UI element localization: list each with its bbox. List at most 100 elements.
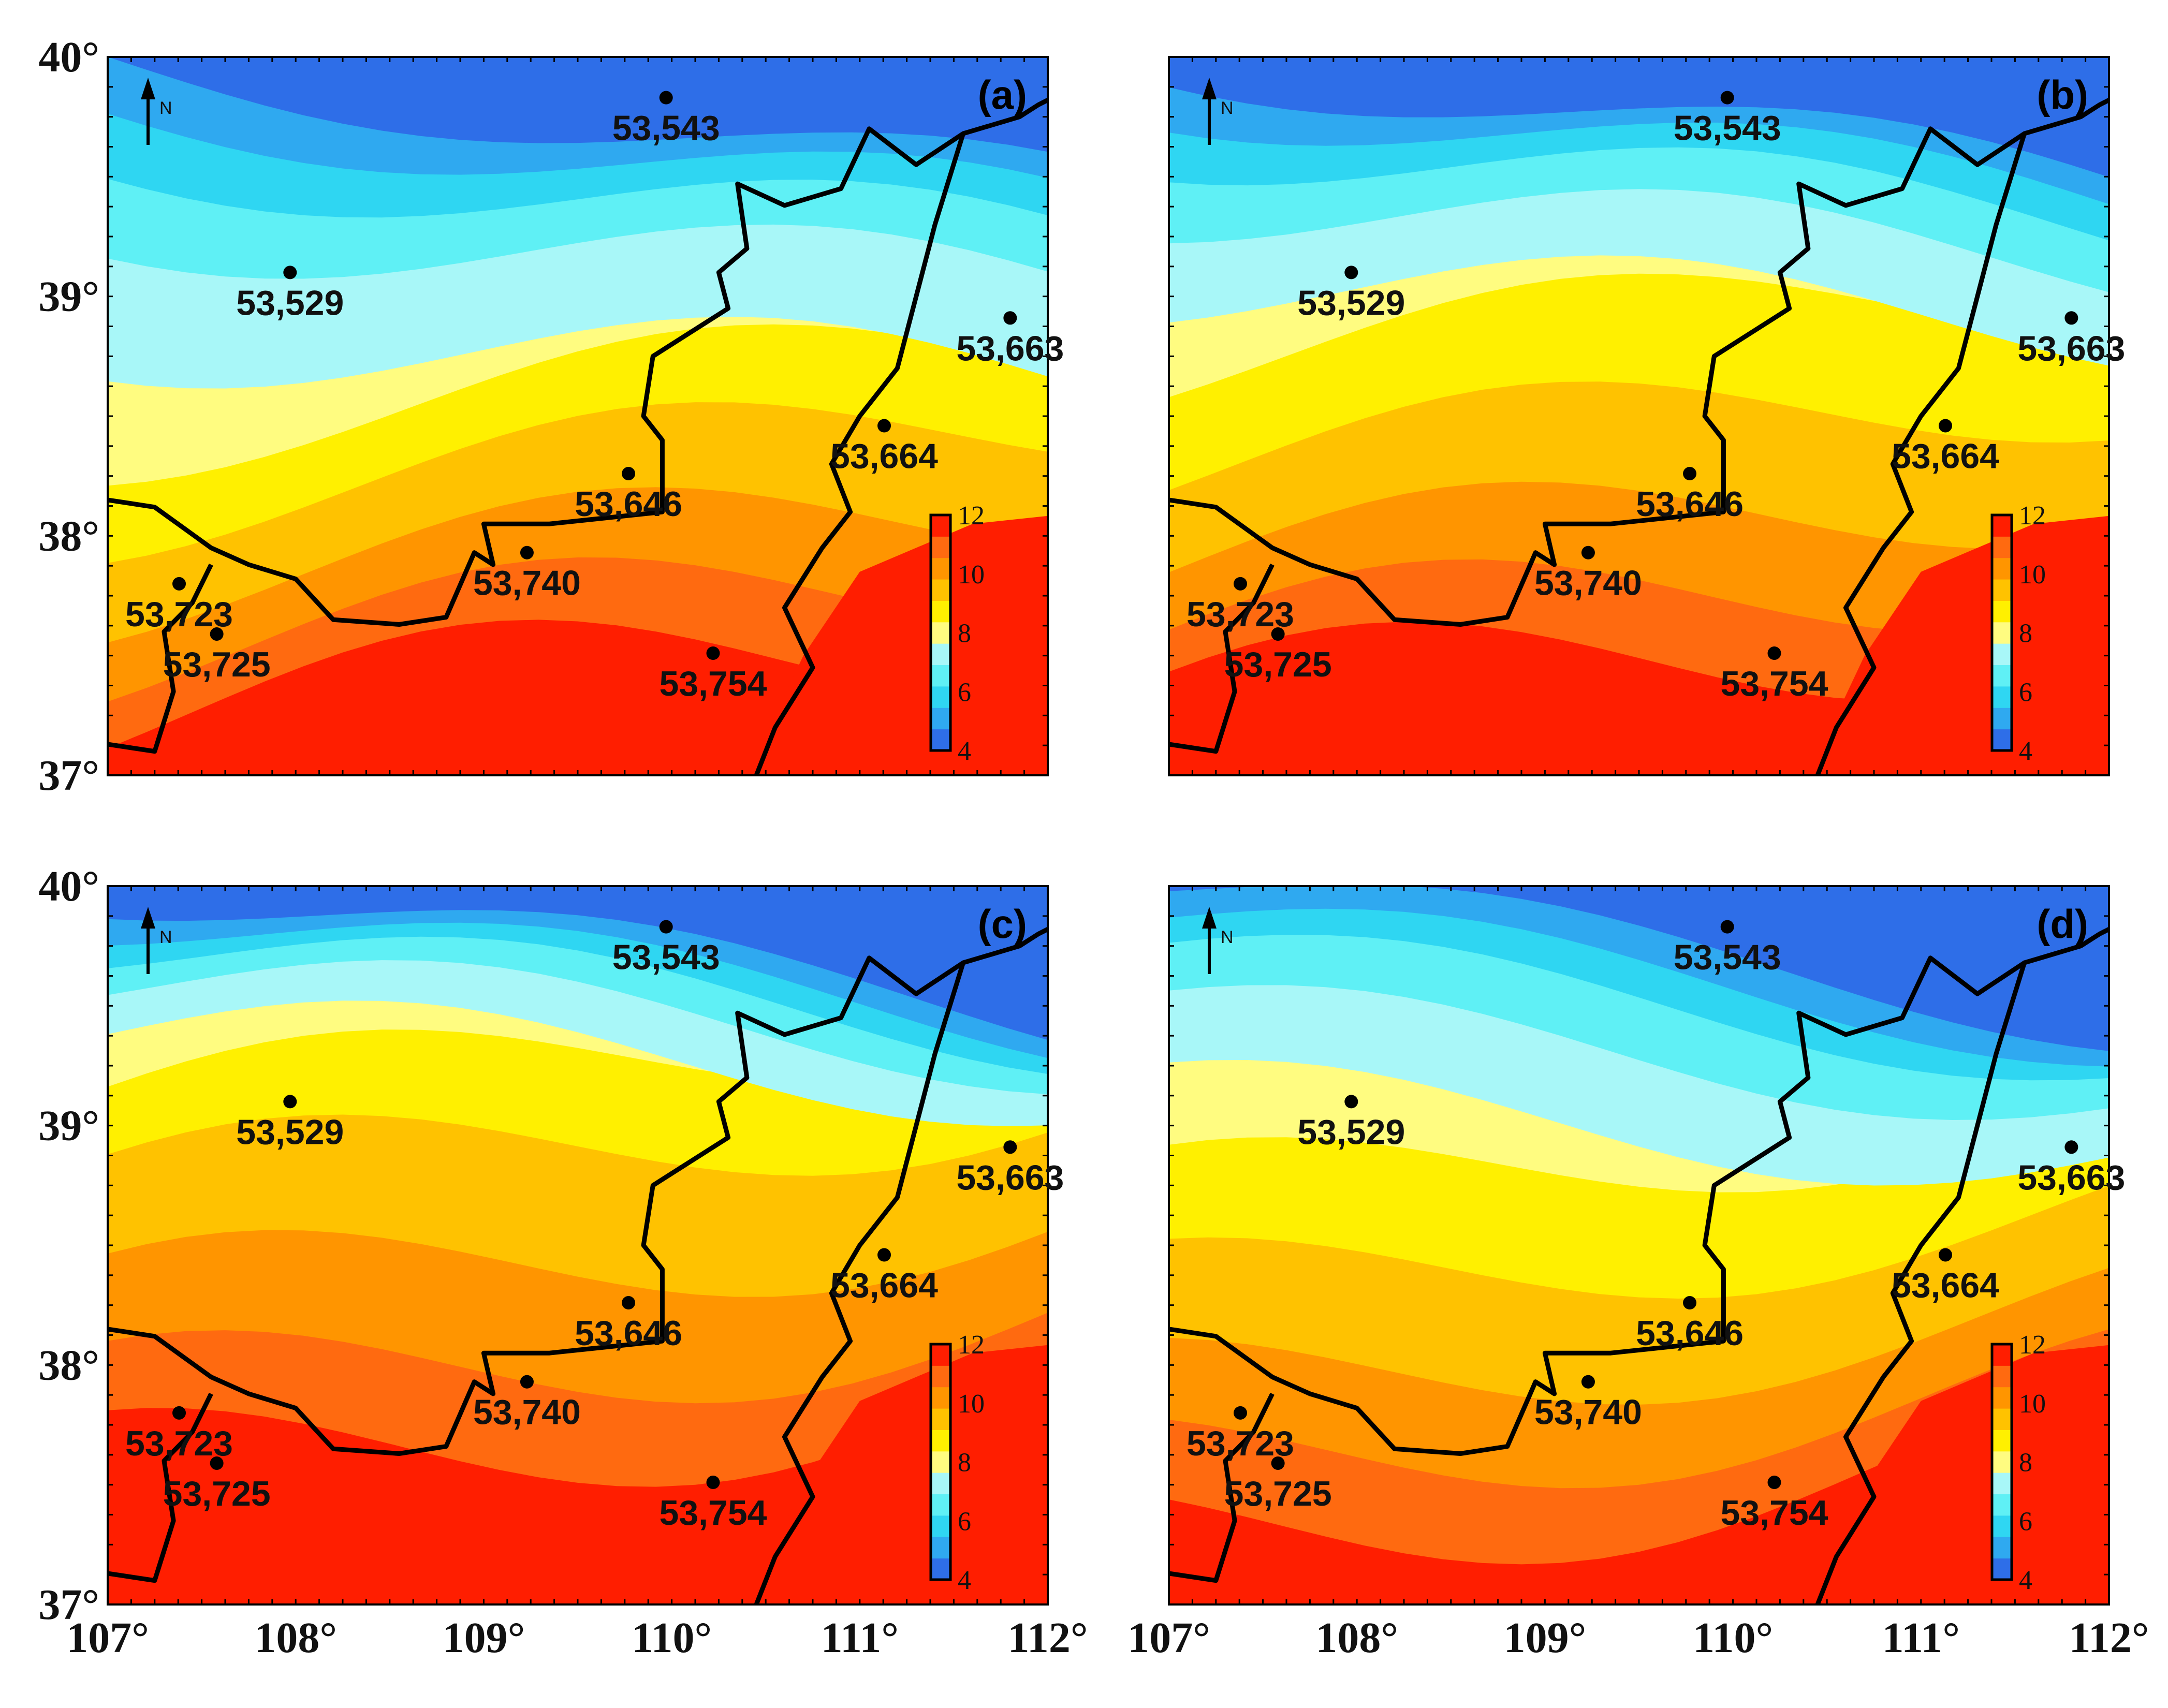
colorbar-tick-label: 10: [2019, 1389, 2046, 1419]
station-marker: [659, 920, 673, 934]
station-label: 53,543: [1674, 938, 1781, 977]
colorbar-swatch: [931, 622, 950, 644]
colorbar-swatch: [931, 1451, 950, 1473]
station-label: 53,754: [660, 1493, 767, 1533]
x-tick-label: 109°: [443, 1614, 525, 1662]
station-label: 53,529: [236, 1112, 344, 1152]
contour-band: [1169, 57, 2109, 178]
station-label: 53,646: [1636, 1314, 1744, 1353]
colorbar-tick-label: 8: [958, 619, 971, 649]
province-boundary: [1815, 962, 2027, 1604]
station-label: 53,723: [1186, 1424, 1294, 1463]
station-marker: [1767, 646, 1781, 660]
station-label: 53,663: [956, 329, 1064, 368]
colorbar: 4 6 8 10 12: [929, 1330, 985, 1595]
colorbar-swatch: [1992, 622, 2012, 644]
colorbar-tick-label: 12: [2019, 1330, 2046, 1360]
station-marker: [172, 577, 186, 591]
station-label: 53,740: [473, 1393, 581, 1432]
station-label: 53,754: [1721, 1493, 1828, 1533]
panel-label: (a): [978, 72, 1027, 117]
colorbar-tick-label: 8: [958, 1448, 971, 1478]
station-marker: [706, 1476, 720, 1490]
station-marker: [1581, 546, 1595, 559]
colorbar: 4 6 8 10 12: [1990, 1330, 2046, 1595]
colorbar-tick-label: 6: [2019, 678, 2032, 707]
north-label: N: [159, 927, 172, 947]
contour-band: [1169, 886, 2109, 1051]
station-marker: [706, 646, 720, 660]
station-label: 53,529: [1297, 283, 1405, 322]
contour-band: [108, 886, 1048, 1040]
colorbar-tick-label: 4: [2019, 1566, 2032, 1595]
station-marker: [1271, 1456, 1285, 1470]
colorbar-tick-label: 6: [2019, 1507, 2032, 1536]
x-tick-label: 109°: [1504, 1614, 1587, 1662]
station-marker: [283, 266, 297, 279]
station-label: 53,725: [1224, 1474, 1332, 1513]
y-tick-label: 40°: [38, 862, 99, 910]
station-label: 53,723: [1186, 595, 1294, 634]
station-marker: [172, 1406, 186, 1420]
y-tick-label: 39°: [38, 1102, 99, 1150]
station-label: 53,723: [125, 1424, 233, 1463]
colorbar-swatch: [1992, 708, 2012, 730]
station-marker: [1003, 311, 1017, 325]
colorbar-tick-label: 12: [2019, 501, 2046, 531]
colorbar-swatch: [1992, 600, 2012, 623]
colorbar-swatch: [931, 1344, 950, 1366]
colorbar-tick-label: 4: [958, 737, 971, 766]
province-boundary: [1815, 132, 2027, 775]
colorbar-swatch: [931, 1387, 950, 1409]
station-label: 53,664: [1892, 437, 1999, 476]
contour-field: [1169, 886, 2109, 1604]
colorbar-swatch: [1992, 1365, 2012, 1388]
station-label: 53,725: [1224, 645, 1332, 684]
station-label: 53,754: [660, 664, 767, 703]
station-label: 53,543: [612, 109, 720, 148]
station-marker: [622, 467, 636, 481]
colorbar-swatch: [1992, 1344, 2012, 1366]
map-panel-b: (b) N 53,543 53,529 53,663 53,664 53,646 53,740…: [1168, 56, 2125, 776]
station-marker: [1939, 1248, 1953, 1262]
panel-label: (b): [2037, 72, 2088, 117]
x-tick-label: 108°: [254, 1614, 337, 1662]
station-label: 53,529: [1297, 1112, 1405, 1152]
station-label: 53,754: [1721, 664, 1828, 703]
north-arrow-icon: [1202, 78, 1217, 145]
warm-zone: [1808, 516, 2109, 775]
north-label: N: [1221, 98, 1234, 118]
station-marker: [1003, 1140, 1017, 1154]
province-boundary: [108, 98, 1048, 627]
contour-band: [108, 57, 1048, 152]
colorbar-swatch: [931, 600, 950, 623]
warm-zone: [746, 1345, 1048, 1604]
station-label: 53,663: [2017, 329, 2125, 368]
colorbar-swatch: [1992, 1430, 2012, 1452]
colorbar-swatch: [1992, 1473, 2012, 1495]
station-marker: [1234, 577, 1248, 591]
station-marker: [1344, 1095, 1358, 1109]
x-tick-label: 107°: [66, 1614, 149, 1662]
colorbar-tick-label: 12: [958, 501, 985, 531]
north-arrow-icon: [141, 78, 155, 145]
colorbar-tick-label: 10: [958, 560, 985, 590]
colorbar-swatch: [931, 1430, 950, 1452]
colorbar-tick-label: 8: [2019, 619, 2032, 649]
station-label: 53,723: [125, 595, 233, 634]
y-tick-label: 38°: [38, 512, 99, 560]
province-boundary: [1169, 1392, 1275, 1583]
province-boundary: [108, 563, 213, 754]
station-label: 53,646: [575, 484, 682, 524]
y-tick-label: 38°: [38, 1341, 99, 1389]
station-marker: [1581, 1375, 1595, 1389]
warm-zone: [746, 516, 1048, 775]
station-marker: [1939, 419, 1953, 433]
province-boundary: [108, 1392, 213, 1583]
station-label: 53,543: [612, 938, 720, 977]
x-tick-label: 112°: [2069, 1614, 2149, 1662]
x-tick-label: 110°: [1693, 1614, 1773, 1662]
contour-field: [1169, 57, 2109, 775]
province-boundary: [1169, 563, 1275, 754]
